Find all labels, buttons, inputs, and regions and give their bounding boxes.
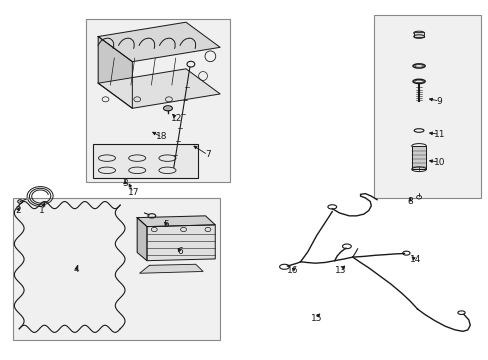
Bar — [86, 19, 229, 182]
Text: 12: 12 — [170, 114, 182, 123]
Polygon shape — [137, 216, 215, 226]
Polygon shape — [98, 37, 132, 108]
Polygon shape — [98, 22, 220, 62]
Text: 17: 17 — [127, 188, 139, 197]
Bar — [413, 32, 424, 37]
Text: 15: 15 — [310, 314, 322, 323]
Bar — [373, 15, 480, 198]
Text: 18: 18 — [156, 132, 167, 141]
Text: 14: 14 — [408, 255, 420, 264]
Text: 6: 6 — [177, 247, 183, 256]
Text: 11: 11 — [433, 130, 445, 139]
Polygon shape — [98, 69, 220, 108]
Polygon shape — [147, 225, 215, 261]
Text: 16: 16 — [286, 266, 297, 275]
Ellipse shape — [165, 107, 170, 110]
Text: 1: 1 — [39, 206, 45, 215]
Text: 13: 13 — [335, 266, 346, 275]
Polygon shape — [137, 218, 147, 261]
Text: 9: 9 — [436, 96, 442, 105]
Text: 3: 3 — [122, 179, 128, 188]
Bar — [93, 144, 198, 178]
Text: 5: 5 — [163, 220, 169, 229]
Text: 7: 7 — [204, 150, 210, 159]
Bar — [13, 198, 220, 339]
Text: 4: 4 — [73, 265, 79, 274]
Circle shape — [26, 198, 29, 200]
Bar — [411, 146, 426, 169]
Text: 10: 10 — [433, 158, 445, 167]
Text: 8: 8 — [407, 197, 412, 206]
Text: 2: 2 — [15, 206, 20, 215]
Polygon shape — [140, 264, 203, 273]
